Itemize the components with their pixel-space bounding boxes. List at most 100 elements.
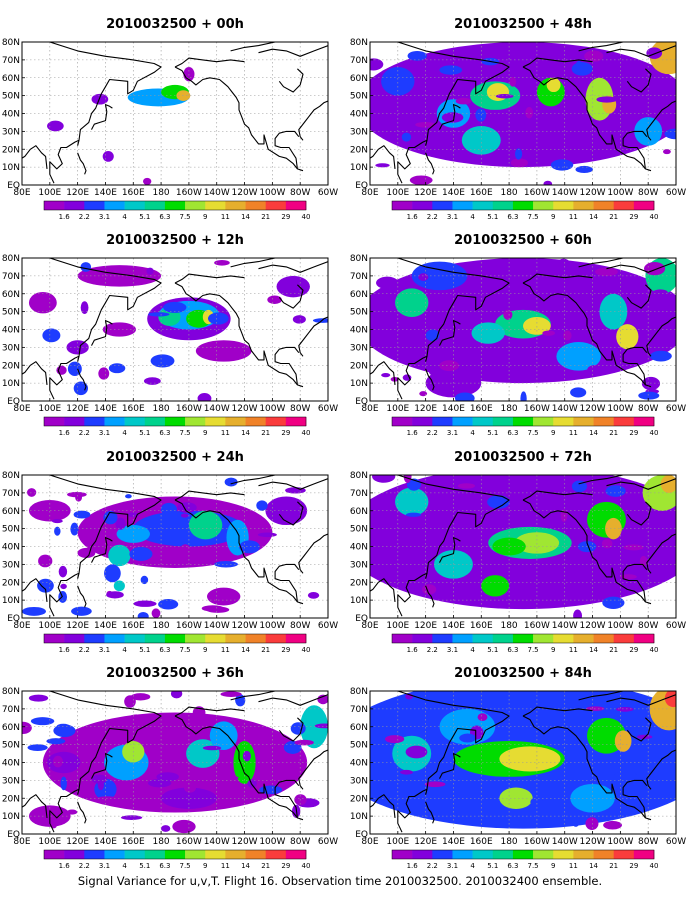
x-tick-label: 100E: [38, 188, 61, 198]
variance-speckle: [170, 691, 183, 699]
y-tick-label: EQ: [355, 614, 368, 624]
variance-speckle: [216, 775, 239, 780]
x-tick-label: 160W: [524, 404, 550, 414]
x-tick-label: 80E: [361, 404, 378, 414]
coastline: [49, 691, 162, 833]
x-tick-label: 100E: [386, 837, 409, 847]
coastline: [522, 715, 652, 821]
variance-speckle: [575, 60, 583, 74]
coastline: [174, 57, 245, 68]
variance-speckle: [454, 392, 475, 401]
variance-speckle: [550, 159, 574, 171]
colorbar: 1.6 2.2 3.1 4 5.1 6.3 7.5 9 11 14 21 29 40: [391, 416, 659, 437]
y-tick-label: 20N: [350, 361, 368, 371]
colorbar-swatch: [412, 850, 433, 859]
variance-speckle: [407, 50, 427, 61]
y-tick-label: 20N: [350, 578, 368, 588]
variance-speckle: [292, 315, 306, 324]
x-tick-label: 120E: [414, 621, 437, 631]
coastline: [646, 100, 676, 141]
variance-speckle: [180, 513, 189, 518]
colorbar-label: 29: [629, 429, 638, 437]
y-tick-label: 30N: [2, 127, 20, 137]
variance-speckle: [95, 796, 119, 803]
x-tick-label: 120W: [580, 621, 606, 631]
x-tick-label: 80E: [361, 621, 378, 631]
x-tick-label: 140W: [552, 837, 578, 847]
colorbar-swatch: [265, 850, 287, 859]
coastline: [622, 779, 648, 818]
variance-speckle: [172, 819, 196, 834]
y-tick-label: 10N: [350, 812, 368, 822]
coastline: [274, 779, 300, 818]
y-tick-label: 40N: [350, 110, 368, 120]
variance-speckle: [51, 518, 63, 524]
colorbar-swatch: [64, 201, 85, 210]
coastline: [22, 145, 48, 169]
x-tick-label: 140W: [204, 837, 230, 847]
x-tick-label: 100E: [386, 188, 409, 198]
colorbar-label: 21: [609, 646, 618, 654]
variance-speckle: [557, 258, 570, 268]
colorbar-swatch: [124, 850, 146, 859]
colorbar-label: 5.1: [487, 213, 498, 221]
variance-speckle: [381, 373, 391, 378]
coastline: [49, 42, 162, 184]
map-grid: [22, 691, 328, 834]
colorbar-swatch: [472, 417, 494, 426]
forecast-panel-48h: 2010032500 + 48h EQ 10N 20N 30N 40N 50N 60N 70N 8…: [350, 17, 686, 221]
colorbar-label: 40: [650, 213, 659, 221]
variance-contour-level-3.1: [104, 564, 121, 583]
variance-speckle: [441, 112, 464, 123]
colorbar-label: 3.1: [447, 213, 458, 221]
coastline: [278, 68, 304, 93]
variance-speckle: [224, 477, 238, 487]
colorbar-label: 7.5: [180, 429, 191, 437]
variance-speckle: [385, 521, 403, 526]
y-tick-label: 70N: [350, 705, 368, 715]
colorbar-label: 21: [261, 862, 270, 870]
colorbar-label: 3.1: [99, 213, 110, 221]
coastline: [522, 57, 593, 68]
variance-speckle: [565, 721, 583, 731]
colorbar-label: 14: [241, 646, 250, 654]
variance-speckle: [106, 591, 124, 599]
x-tick-label: 120E: [66, 404, 89, 414]
y-tick-label: EQ: [355, 397, 368, 407]
map-grid: [370, 42, 676, 185]
colorbar-swatch: [392, 634, 413, 643]
x-tick-label: 180: [152, 621, 169, 631]
x-tick-label: 180: [152, 837, 169, 847]
x-tick-label: 160W: [176, 404, 202, 414]
y-tick-label: 80N: [350, 687, 368, 697]
x-tick-label: 80W: [290, 188, 310, 198]
coastline: [646, 316, 676, 357]
colorbar-swatch: [613, 850, 635, 859]
x-tick-label: 160E: [122, 404, 145, 414]
variance-contour-level-14: [614, 730, 632, 752]
colorbar-swatch: [225, 850, 246, 859]
variance-speckle: [419, 391, 428, 397]
coastline: [274, 346, 300, 385]
colorbar-label: 40: [650, 429, 659, 437]
coastline: [425, 356, 428, 362]
x-tick-label: 140W: [552, 404, 578, 414]
y-tick-label: 60N: [2, 290, 20, 300]
variance-speckle: [525, 106, 534, 119]
colorbar-swatch: [84, 850, 105, 859]
y-tick-label: 60N: [350, 507, 368, 517]
colorbar-label: 11: [221, 429, 230, 437]
y-tick-label: 20N: [2, 578, 20, 588]
colorbar: 1.6 2.2 3.1 4 5.1 6.3 7.5 9 11 14 21 29 40: [391, 200, 659, 221]
y-tick-label: EQ: [7, 614, 20, 624]
colorbar-swatch: [285, 850, 307, 859]
coastlines: [22, 258, 328, 400]
colorbar-label: 7.5: [528, 213, 539, 221]
variance-speckle: [179, 544, 192, 557]
x-tick-label: 120W: [580, 837, 606, 847]
colorbar-swatch: [613, 634, 635, 643]
colorbar-swatch: [164, 634, 186, 643]
variance-speckle: [128, 714, 145, 724]
x-tick-label: 160W: [524, 837, 550, 847]
